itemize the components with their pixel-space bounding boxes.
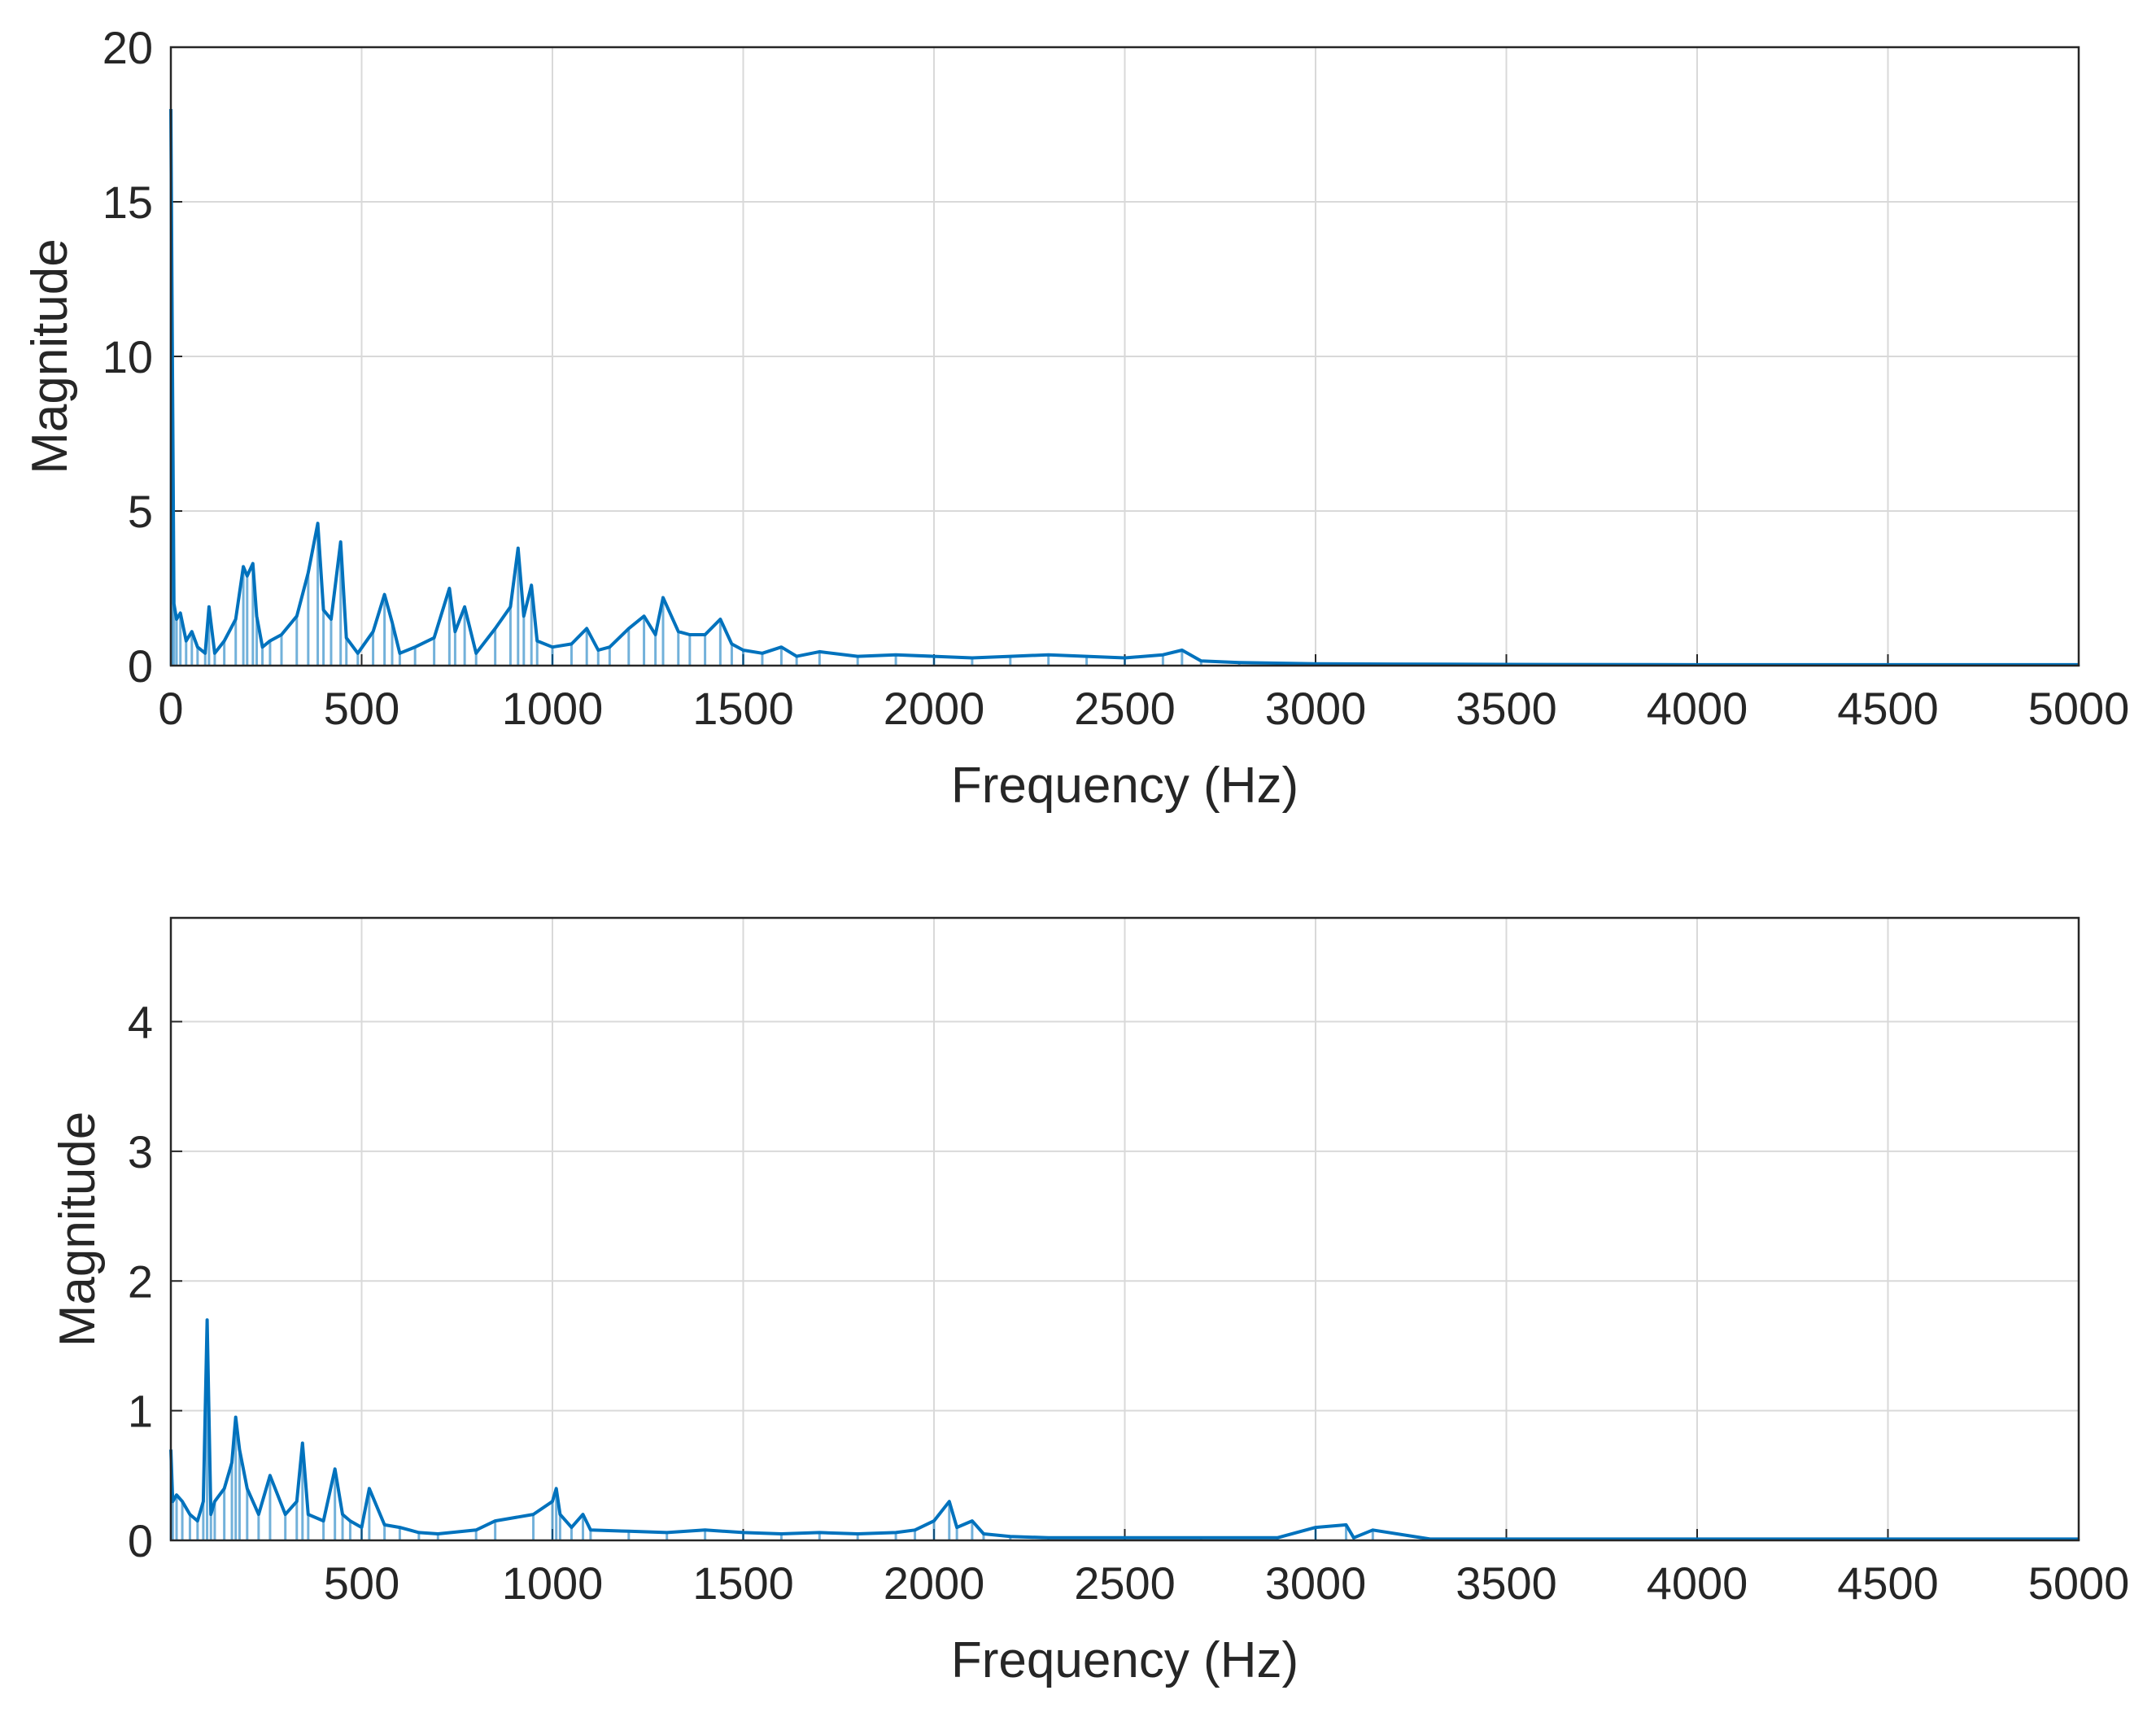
x-tick-label: 4500 <box>1837 683 1939 734</box>
x-tick-label: 500 <box>324 683 399 734</box>
axes-box <box>169 916 2080 1542</box>
x-tick-label: 3500 <box>1456 683 1557 734</box>
y-tick-label: 2 <box>128 1256 153 1307</box>
x-tick-label: 1000 <box>502 1557 604 1609</box>
x-axis-label: Frequency (Hz) <box>951 758 1298 814</box>
x-axis-label: Frequency (Hz) <box>951 1632 1298 1688</box>
y-axis-label: Magnitude <box>50 1112 106 1348</box>
x-tick-label: 3500 <box>1456 1557 1557 1609</box>
x-tick-label: 3000 <box>1265 1557 1367 1609</box>
x-tick-label: 4000 <box>1647 683 1748 734</box>
y-tick-label: 0 <box>128 640 153 692</box>
axes-box <box>169 46 2080 667</box>
bottom-plot: 500 1000 1500 2000 2500 3000 3500 4000 4500 5000 0… <box>50 916 2130 1688</box>
top-plot: 0 500 1000 1500 2000 2500 3000 3500 4000 4500 5000… <box>22 22 2129 814</box>
spectrum-series-line <box>169 1318 2079 1541</box>
x-tick-label: 4500 <box>1837 1557 1939 1609</box>
x-tick-label: 1500 <box>692 683 794 734</box>
x-tick-label: 3000 <box>1265 683 1367 734</box>
y-tick-label: 1 <box>128 1386 153 1437</box>
x-tick-label: 2500 <box>1074 683 1176 734</box>
y-tick-label: 10 <box>103 331 153 382</box>
x-tick-label: 1500 <box>692 1557 794 1609</box>
x-tick-label: 1000 <box>502 683 604 734</box>
x-tick-label: 2000 <box>884 683 985 734</box>
y-tick-label: 5 <box>128 486 153 537</box>
x-tick-label: 2500 <box>1074 1557 1176 1609</box>
y-tick-label: 15 <box>103 177 153 228</box>
y-tick-label: 20 <box>103 22 153 73</box>
x-tick-label: 5000 <box>2028 1557 2130 1609</box>
spectrum-series-line <box>169 108 2079 666</box>
x-tick-label: 0 <box>158 683 183 734</box>
x-tick-label: 500 <box>324 1557 399 1609</box>
x-tick-label: 2000 <box>884 1557 985 1609</box>
x-tick-label: 5000 <box>2028 683 2130 734</box>
y-tick-label: 4 <box>128 997 153 1048</box>
y-axis-label: Magnitude <box>22 238 78 474</box>
y-tick-label: 0 <box>128 1515 153 1566</box>
x-tick-label: 4000 <box>1647 1557 1748 1609</box>
y-tick-label: 3 <box>128 1126 153 1177</box>
